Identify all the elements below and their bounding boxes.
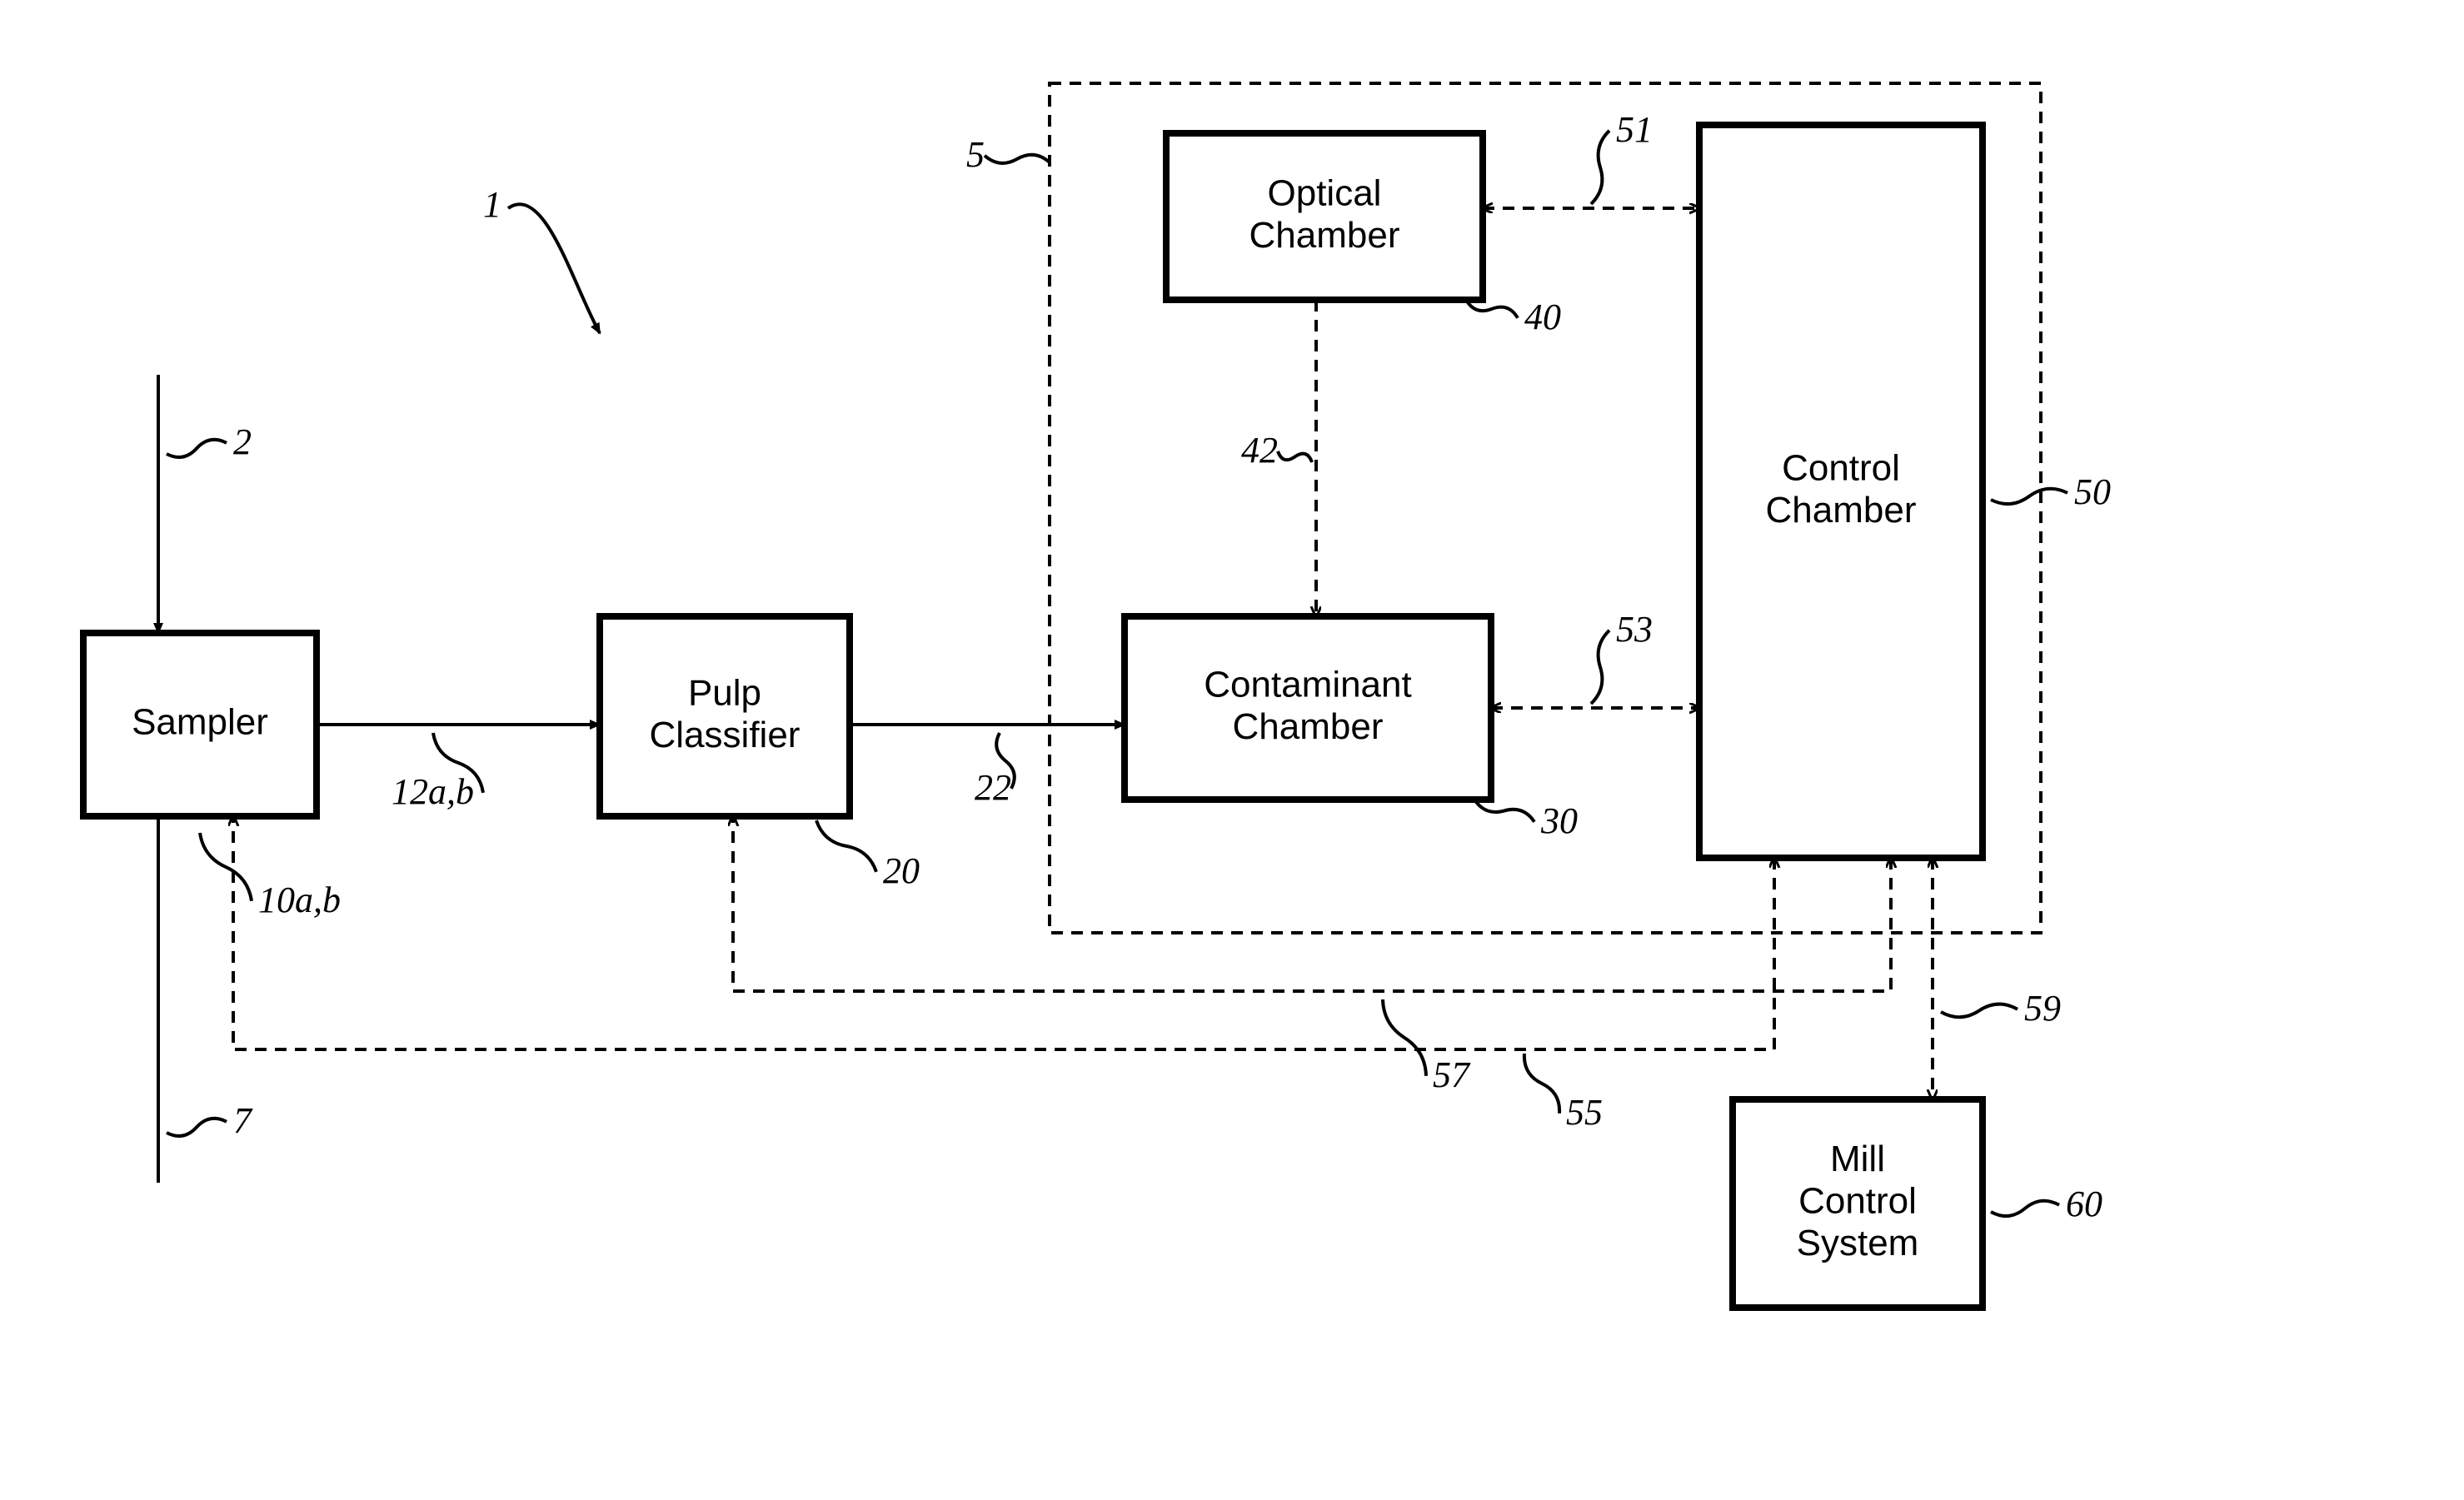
ref-label-12a,b: 12a,b xyxy=(392,733,483,812)
ref-label-text: 7 xyxy=(233,1100,253,1141)
box-label: Pulp xyxy=(688,672,761,713)
ref-label-7: 7 xyxy=(167,1100,253,1141)
ref-label-text: 60 xyxy=(2066,1184,2102,1224)
box-label: Control xyxy=(1798,1181,1917,1222)
ref-label-text: 55 xyxy=(1566,1092,1603,1133)
ref-label-51: 51 xyxy=(1591,109,1653,204)
ref-label-55: 55 xyxy=(1524,1054,1603,1133)
edge-57 xyxy=(233,816,1774,1049)
ref-label-text: 51 xyxy=(1616,109,1653,150)
ref-label-1: 1 xyxy=(483,184,600,333)
box-label: Control xyxy=(1782,447,1900,488)
ref-label-50: 50 xyxy=(1991,471,2111,512)
ref-label-text: 10a,b xyxy=(258,880,341,920)
ref-label-57: 57 xyxy=(1383,999,1471,1095)
ref-label-text: 53 xyxy=(1616,609,1653,650)
system-diagram: SamplerPulpClassifierContaminantChamberO… xyxy=(0,0,2464,1500)
ref-label-text: 50 xyxy=(2074,471,2111,512)
box-mill_control: MillControlSystem xyxy=(1733,1099,1983,1308)
box-label: Optical xyxy=(1268,172,1382,213)
box-sampler: Sampler xyxy=(83,633,317,816)
ref-label-text: 2 xyxy=(233,421,252,462)
box-label: Mill xyxy=(1830,1139,1885,1179)
box-label: Chamber xyxy=(1249,215,1400,256)
ref-label-text: 20 xyxy=(883,850,920,891)
box-label: Chamber xyxy=(1233,706,1384,747)
ref-label-30: 30 xyxy=(1474,800,1578,841)
ref-label-5: 5 xyxy=(966,134,1050,175)
box-optical_chamber: OpticalChamber xyxy=(1166,133,1483,300)
ref-label-53: 53 xyxy=(1591,609,1653,704)
ref-label-text: 42 xyxy=(1241,430,1278,471)
ref-label-text: 59 xyxy=(2024,988,2061,1029)
ref-label-10a,b: 10a,b xyxy=(200,833,341,920)
box-label: Contaminant xyxy=(1204,664,1411,705)
ref-label-text: 40 xyxy=(1524,297,1561,337)
box-label: Classifier xyxy=(650,715,801,755)
ref-label-42: 42 xyxy=(1241,430,1312,471)
ref-label-60: 60 xyxy=(1991,1184,2102,1224)
ref-label-59: 59 xyxy=(1941,988,2061,1029)
box-pulp_classifier: PulpClassifier xyxy=(600,616,850,816)
ref-label-text: 57 xyxy=(1433,1054,1471,1095)
box-control_chamber: ControlChamber xyxy=(1699,125,1983,858)
box-label: Sampler xyxy=(132,702,268,743)
box-label: Chamber xyxy=(1766,490,1917,531)
ref-label-22: 22 xyxy=(975,733,1015,808)
box-label: System xyxy=(1797,1223,1919,1263)
ref-label-20: 20 xyxy=(816,820,920,891)
ref-label-2: 2 xyxy=(167,421,252,462)
box-contaminant_chamber: ContaminantChamber xyxy=(1125,616,1491,800)
ref-label-text: 22 xyxy=(975,767,1011,808)
ref-label-text: 5 xyxy=(966,134,985,175)
ref-label-text: 30 xyxy=(1540,800,1578,841)
ref-label-text: 12a,b xyxy=(392,771,474,812)
ref-label-text: 1 xyxy=(483,184,501,225)
